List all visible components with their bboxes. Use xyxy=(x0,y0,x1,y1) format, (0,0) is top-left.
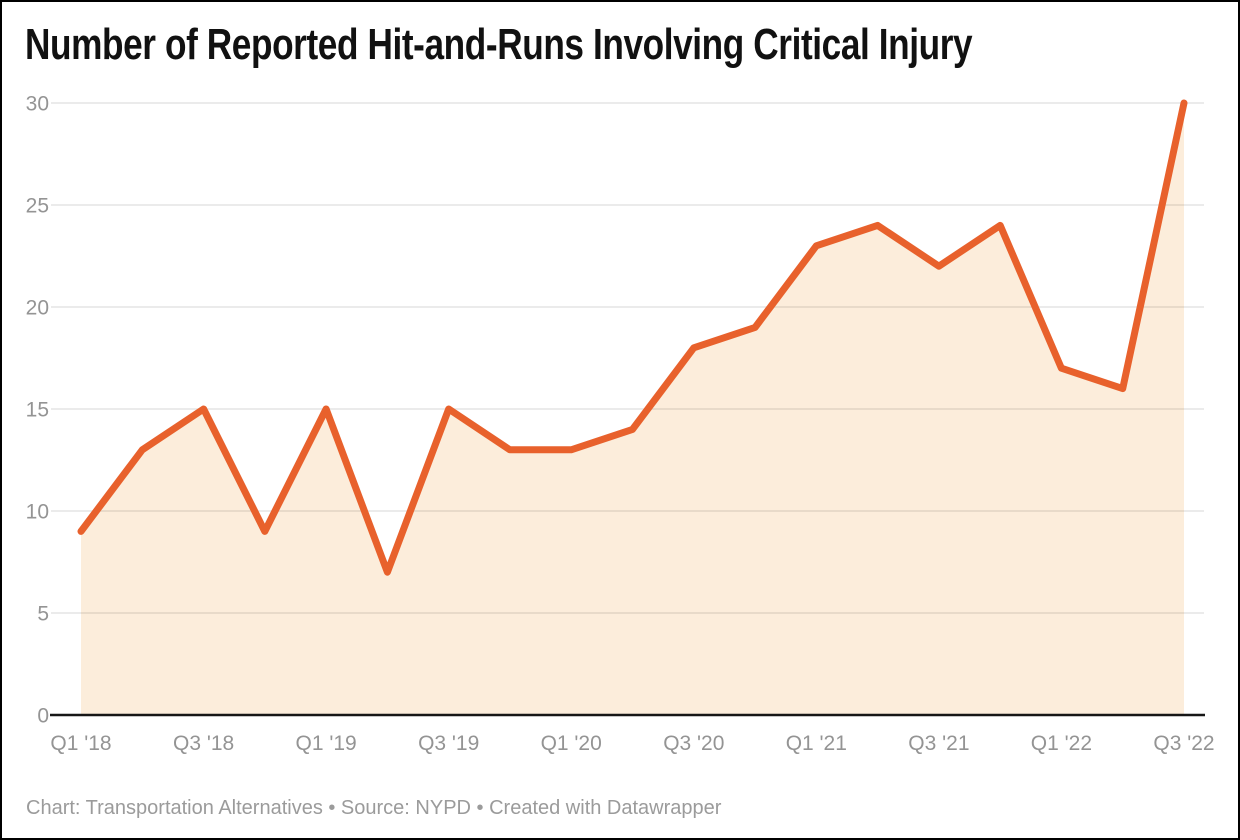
y-tick-label: 5 xyxy=(37,603,49,626)
y-tick-label: 10 xyxy=(26,501,49,524)
y-tick-label: 30 xyxy=(26,93,49,116)
chart-footer-attribution: Chart: Transportation Alternatives • Sou… xyxy=(26,797,722,819)
x-tick-label: Q1 '18 xyxy=(50,732,111,755)
x-tick-label: Q1 '22 xyxy=(1031,732,1092,755)
x-tick-label: Q3 '22 xyxy=(1153,732,1214,755)
x-tick-label: Q1 '21 xyxy=(786,732,847,755)
x-tick-label: Q1 '19 xyxy=(295,732,356,755)
x-tick-label: Q3 '19 xyxy=(418,732,479,755)
y-tick-label: 15 xyxy=(26,399,49,422)
y-tick-label: 0 xyxy=(37,705,49,728)
x-tick-label: Q3 '18 xyxy=(173,732,234,755)
x-tick-label: Q1 '20 xyxy=(541,732,602,755)
chart-title: Number of Reported Hit-and-Runs Involvin… xyxy=(25,20,973,69)
area-fill xyxy=(81,103,1184,715)
x-tick-label: Q3 '20 xyxy=(663,732,724,755)
data-line xyxy=(77,99,1188,576)
x-tick-label: Q3 '21 xyxy=(908,732,969,755)
y-tick-label: 25 xyxy=(26,195,49,218)
y-tick-label: 20 xyxy=(26,297,49,320)
